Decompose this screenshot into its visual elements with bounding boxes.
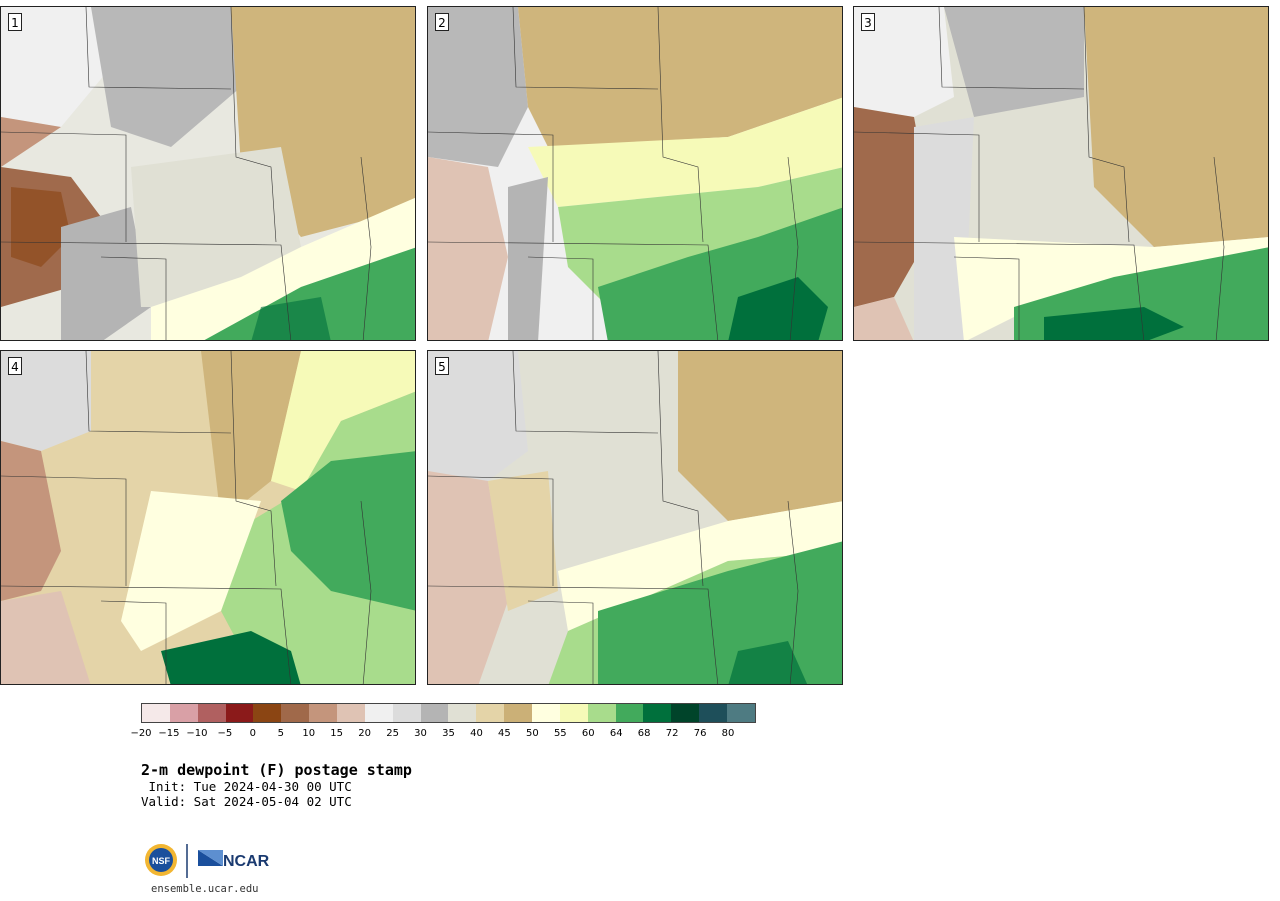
colorbar-tick-label: 60 bbox=[581, 728, 595, 739]
colorbar-swatch bbox=[559, 704, 588, 722]
colorbar-swatch bbox=[281, 704, 310, 722]
valid-time: Valid: Sat 2024-05-04 02 UTC bbox=[141, 794, 352, 809]
colorbar-tick-label: 20 bbox=[358, 728, 371, 739]
colorbar-tick-label: 55 bbox=[553, 728, 567, 739]
colorbar-tick-label: 15 bbox=[330, 728, 344, 739]
colorbar-tick-label: 50 bbox=[525, 728, 539, 739]
dewpoint-map-4 bbox=[1, 351, 415, 684]
ncar-logo: NCAR bbox=[198, 850, 270, 870]
website-link[interactable]: ensemble.ucar.edu bbox=[151, 883, 259, 895]
map-panel-1: 1 bbox=[0, 6, 416, 341]
dewpoint-map-2 bbox=[428, 7, 842, 340]
colorbar-tick-label: −5 bbox=[217, 728, 233, 739]
colorbar-swatch bbox=[253, 704, 282, 722]
map-panel-5: 5 bbox=[427, 350, 843, 685]
svg-text:NCAR: NCAR bbox=[223, 853, 270, 870]
colorbar-swatch bbox=[337, 704, 365, 722]
colorbar-swatch bbox=[169, 704, 198, 722]
dewpoint-map-3 bbox=[854, 7, 1268, 340]
map-panel-2: 2 bbox=[427, 6, 843, 341]
colorbar-tick-label: 76 bbox=[693, 728, 707, 739]
chart-title: 2-m dewpoint (F) postage stamp bbox=[141, 761, 412, 779]
logos: NSF NCAR bbox=[145, 844, 270, 878]
colorbar-swatch bbox=[699, 704, 728, 722]
colorbar-tick-label: 64 bbox=[609, 728, 623, 739]
colorbar-tick-label: −20 bbox=[130, 728, 152, 739]
colorbar-tick-label: 80 bbox=[721, 728, 735, 739]
nsf-logo: NSF bbox=[145, 844, 177, 876]
map-panel-3: 3 bbox=[853, 6, 1269, 341]
colorbar-swatch bbox=[448, 704, 477, 722]
colorbar bbox=[141, 703, 756, 723]
panel-number: 3 bbox=[861, 13, 875, 31]
colorbar-swatch bbox=[420, 704, 449, 722]
dewpoint-map-5 bbox=[428, 351, 842, 684]
panel-number: 2 bbox=[435, 13, 449, 31]
colorbar-tick-label: 0 bbox=[249, 728, 256, 739]
colorbar-swatch bbox=[309, 704, 338, 722]
colorbar-tick-label: 25 bbox=[386, 728, 399, 739]
colorbar-swatch bbox=[225, 704, 254, 722]
dewpoint-map-1 bbox=[1, 7, 415, 340]
colorbar-tick-label: 68 bbox=[637, 728, 651, 739]
colorbar-swatch bbox=[504, 704, 533, 722]
colorbar-swatch bbox=[364, 704, 393, 722]
colorbar-swatch bbox=[615, 704, 644, 722]
colorbar-tick-label: 30 bbox=[414, 728, 427, 739]
colorbar-ticks: −20 −15 −10 −5 0 5 10 15 20 25 30 35 40 45 50 55 60 64 68 7… bbox=[130, 728, 756, 742]
init-time: Init: Tue 2024-04-30 00 UTC bbox=[141, 779, 352, 794]
colorbar-tick-label: 10 bbox=[302, 728, 316, 739]
colorbar-tick-label: −15 bbox=[158, 728, 180, 739]
colorbar-swatch bbox=[476, 704, 505, 722]
colorbar-swatch bbox=[671, 704, 700, 722]
panel-number: 4 bbox=[8, 357, 22, 375]
map-panel-4: 4 bbox=[0, 350, 416, 685]
colorbar-tick-label: 5 bbox=[277, 728, 284, 739]
colorbar-tick-label: −10 bbox=[186, 728, 208, 739]
colorbar-swatch bbox=[197, 704, 226, 722]
svg-text:NSF: NSF bbox=[152, 856, 171, 866]
panel-number: 1 bbox=[8, 13, 22, 31]
panel-number: 5 bbox=[435, 357, 449, 375]
colorbar-tick-label: 40 bbox=[470, 728, 483, 739]
colorbar-swatch bbox=[532, 704, 560, 722]
colorbar-swatch bbox=[727, 704, 755, 722]
colorbar-tick-label: 72 bbox=[665, 728, 679, 739]
colorbar-tick-label: 35 bbox=[442, 728, 455, 739]
colorbar-swatch bbox=[142, 704, 170, 722]
colorbar-swatch bbox=[643, 704, 672, 722]
colorbar-swatch bbox=[392, 704, 421, 722]
colorbar-swatch bbox=[587, 704, 616, 722]
colorbar-tick-label: 45 bbox=[498, 728, 511, 739]
